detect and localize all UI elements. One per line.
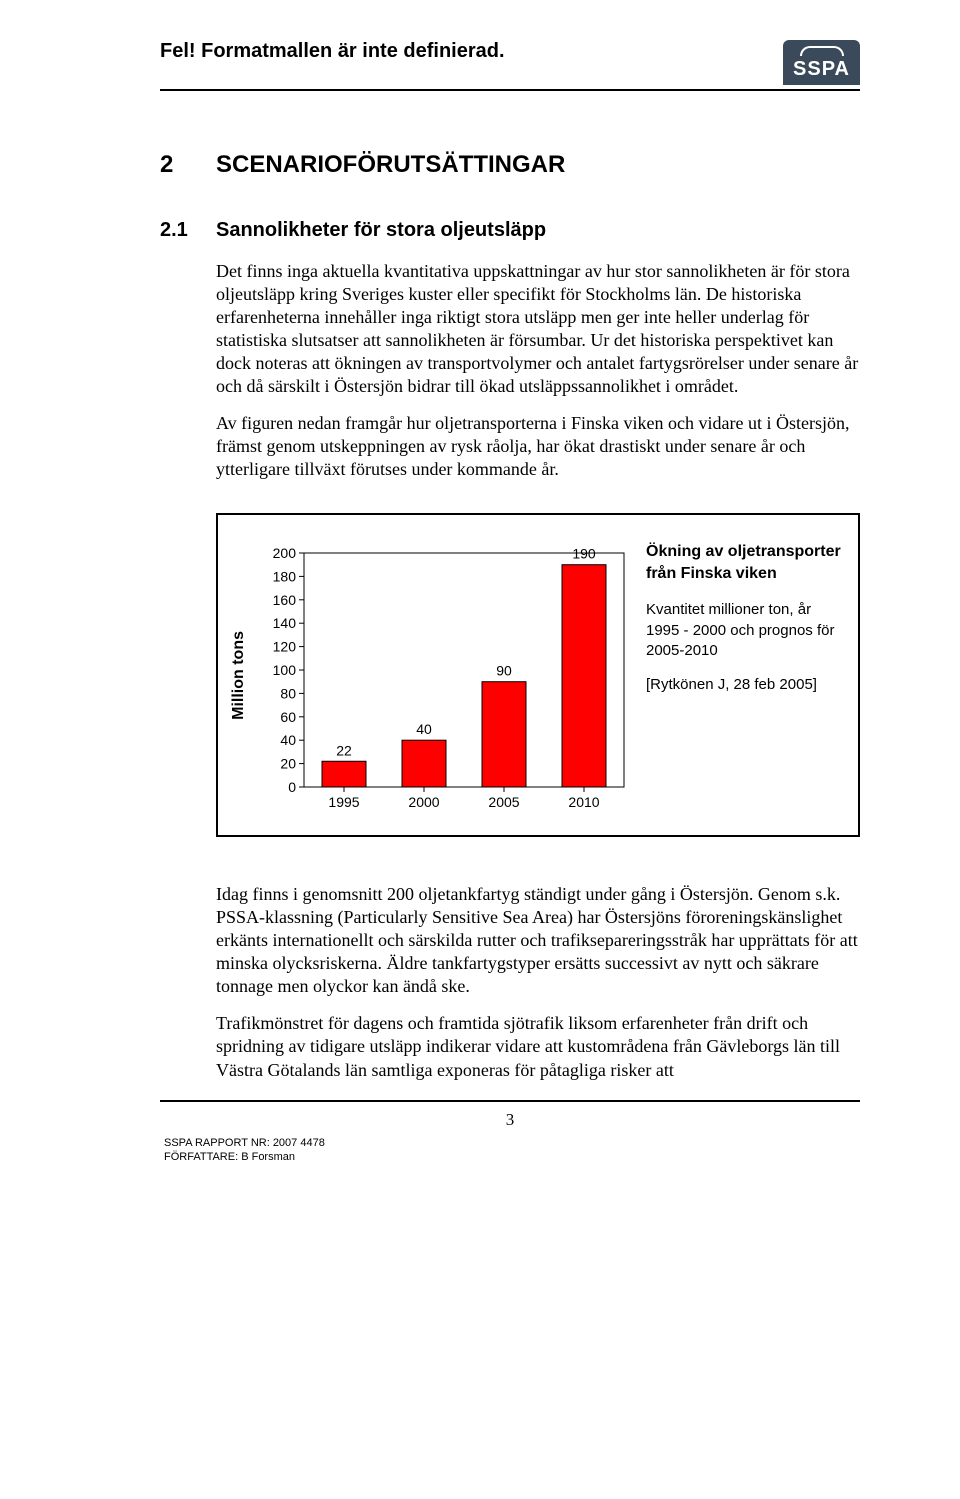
paragraph-1: Det finns inga aktuella kvantitativa upp… — [216, 260, 860, 398]
svg-text:0: 0 — [288, 779, 296, 795]
chart-side-line2: [Rytkönen J, 28 feb 2005] — [646, 675, 846, 695]
svg-text:40: 40 — [416, 721, 432, 737]
svg-text:2010: 2010 — [568, 794, 599, 810]
logo-text: SSPA — [793, 58, 850, 80]
paragraph-4: Trafikmönstret för dagens och framtida s… — [216, 1012, 860, 1081]
page-number: 3 — [160, 1110, 860, 1130]
svg-text:2000: 2000 — [408, 794, 439, 810]
svg-text:180: 180 — [273, 569, 297, 585]
bar — [562, 565, 606, 787]
svg-text:200: 200 — [273, 545, 297, 561]
footer-line-1: SSPA RAPPORT NR: 2007 4478 — [164, 1136, 860, 1151]
header-rule — [160, 89, 860, 91]
svg-text:190: 190 — [572, 546, 596, 562]
bar — [402, 740, 446, 787]
heading-2-text: Sannolikheter för stora oljeutsläpp — [216, 219, 546, 241]
svg-text:160: 160 — [273, 592, 297, 608]
svg-text:1995: 1995 — [328, 794, 359, 810]
svg-text:100: 100 — [273, 662, 297, 678]
svg-text:40: 40 — [280, 732, 296, 748]
svg-text:120: 120 — [273, 639, 297, 655]
svg-text:80: 80 — [280, 686, 296, 702]
bar — [322, 762, 366, 788]
heading-1-text: SCENARIOFÖRUTSÄTTINGAR — [216, 151, 565, 178]
chart-box: Million tons 0 20 40 60 80 100 120 140 160 180 200… — [216, 513, 860, 837]
bar — [482, 682, 526, 787]
svg-text:140: 140 — [273, 615, 297, 631]
header-error-title: Fel! Formatmallen är inte definierad. — [160, 40, 505, 63]
bar-chart: 0 20 40 60 80 100 120 140 160 180 200 22 1995 40 2000 9… — [262, 535, 632, 815]
chart-side-line1: Kvantitet millioner ton, år 1995 - 2000 … — [646, 600, 846, 661]
heading-1-number: 2 — [160, 151, 216, 179]
footer-line-2: FÖRFATTARE: B Forsman — [164, 1150, 860, 1165]
logo-arc — [800, 46, 844, 56]
heading-2-number: 2.1 — [160, 219, 216, 242]
paragraph-2: Av figuren nedan framgår hur oljetranspo… — [216, 412, 860, 481]
chart-ylabel: Million tons — [230, 631, 248, 720]
svg-text:60: 60 — [280, 709, 296, 725]
footer-rule — [160, 1100, 860, 1102]
paragraph-3: Idag finns i genomsnitt 200 oljetankfart… — [216, 883, 860, 998]
heading-1: 2SCENARIOFÖRUTSÄTTINGAR — [160, 151, 860, 179]
heading-2: 2.1Sannolikheter för stora oljeutsläpp — [160, 219, 860, 242]
svg-text:20: 20 — [280, 756, 296, 772]
chart-side-title: Ökning av oljetransporter från Finska vi… — [646, 541, 846, 584]
svg-text:90: 90 — [496, 663, 512, 679]
svg-text:2005: 2005 — [488, 794, 519, 810]
logo: SSPA — [783, 40, 860, 85]
svg-text:22: 22 — [336, 743, 352, 759]
